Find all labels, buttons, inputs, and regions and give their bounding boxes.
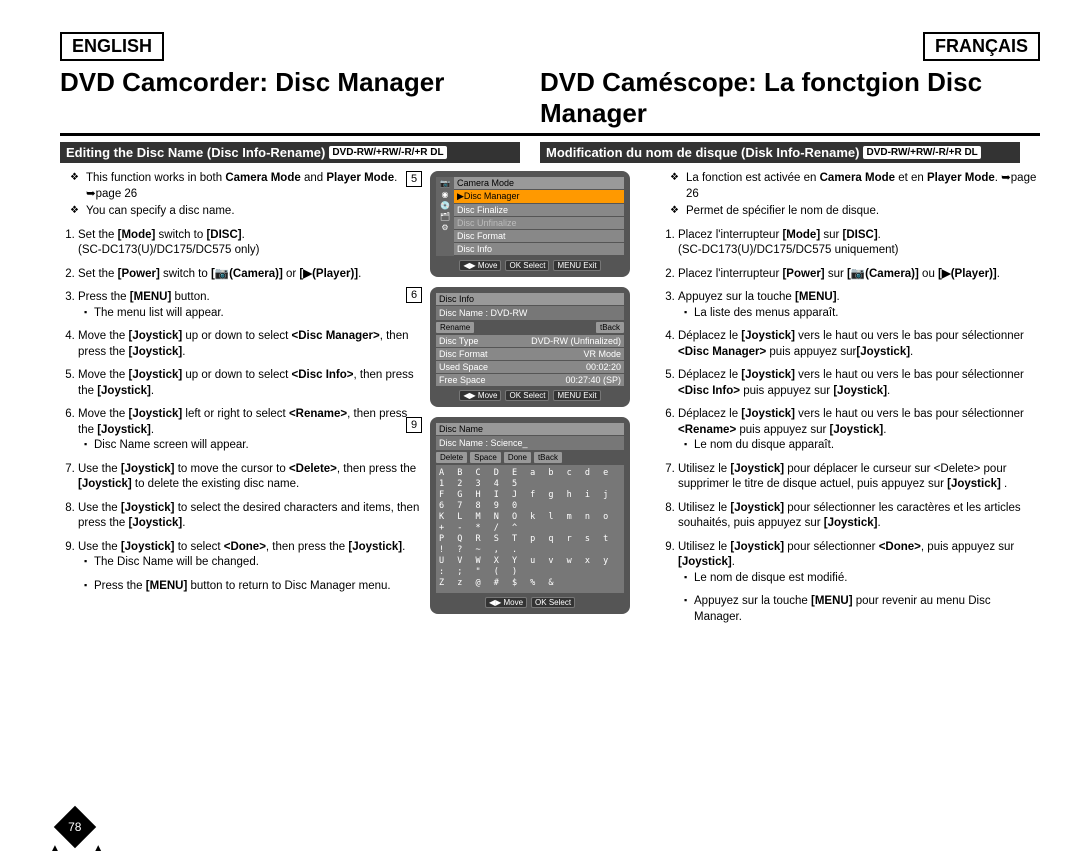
en-step-9b: Press the [MENU] button to return to Dis… (84, 579, 420, 595)
s6-title: Disc Info (436, 293, 624, 305)
fr-step-1: Placez l'interrupteur [Mode] sur [DISC].… (678, 228, 1040, 259)
fr-step-7: Utilisez le [Joystick] pour déplacer le … (678, 462, 1040, 493)
english-column: This function works in both Camera Mode … (60, 171, 420, 633)
crop-marks: ▲ ▲ (50, 843, 103, 854)
en-step-3a: The menu list will appear. (84, 306, 420, 322)
title-french: DVD Caméscope: La fonctgion Disc Manager (540, 67, 1020, 129)
s6-foot-move: ◀▶ Move (459, 390, 501, 401)
fr-step-4: Déplacez le [Joystick] vers le haut ou v… (678, 329, 1040, 360)
french-column: La fonction est activée en Camera Mode e… (660, 171, 1040, 633)
s6-r0k: Disc Type (439, 336, 478, 346)
en-step-1b: (SC-DC173(U)/DC175/DC575 only) (78, 244, 260, 256)
s6-r1k: Disc Format (439, 349, 488, 359)
en-step-9: Use the [Joystick] to select <Done>, the… (78, 540, 420, 595)
s9-foot-move: ◀▶ Move (485, 597, 527, 608)
step-num-6: 6 (406, 287, 422, 303)
s5-foot-exit: MENU Exit (553, 260, 600, 271)
s6-r0v: DVD-RW (Unfinalized) (531, 336, 621, 346)
s9-g2: K L M N O k l m n o + - * / ^ (439, 512, 621, 534)
en-step-3: Press the [MENU] button. The menu list w… (78, 290, 420, 321)
s5-item-3: Disc Format (454, 230, 624, 242)
s6-btn-rename: Rename (436, 322, 474, 333)
page-number-text: 78 (68, 820, 81, 834)
s6-discname: Disc Name : DVD-RW (436, 306, 624, 320)
fr-step-9a: Le nom de disque est modifié. (684, 571, 1040, 587)
disc-badge: DVD-RW/+RW/-R/+R DL (329, 146, 446, 159)
lang-english: ENGLISH (60, 32, 164, 61)
fr-step-3a: La liste des menus apparaît. (684, 306, 1040, 322)
screen-6: 6 Disc Info Disc Name : DVD-RW Rename tB… (430, 287, 650, 407)
en-step-9a: The Disc Name will be changed. (84, 555, 420, 571)
s5-foot-move: ◀▶ Move (459, 260, 501, 271)
fr-step-6: Déplacez le [Joystick] vers le haut ou v… (678, 407, 1040, 454)
s6-r3k: Free Space (439, 375, 486, 385)
subheader-english: Editing the Disc Name (Disc Info-Rename)… (60, 142, 520, 163)
fr-bullet-2: Permet de spécifier le nom de disque. (674, 204, 1040, 220)
s6-r2v: 00:02:20 (586, 362, 621, 372)
s5-item-2: Disc Unfinalize (454, 217, 624, 229)
s9-g0: A B C D E a b c d e 1 2 3 4 5 (439, 468, 621, 490)
en-bullet-1: This function works in both Camera Mode … (74, 171, 420, 202)
fr-step-9: Utilisez le [Joystick] pour sélectionner… (678, 540, 1040, 626)
screen-5: 5 📷◉💿🗂⚙ Camera Mode ▶Disc Manager Disc F… (430, 171, 650, 277)
en-step-1: Set the [Mode] switch to [DISC].(SC-DC17… (78, 228, 420, 259)
en-step-7: Use the [Joystick] to move the cursor to… (78, 462, 420, 493)
fr-step-3: Appuyez sur la touche [MENU]. La liste d… (678, 290, 1040, 321)
s9-g5: Z z @ # $ % & (439, 578, 621, 589)
en-step-5: Move the [Joystick] up or down to select… (78, 368, 420, 399)
s9-btn-space: Space (470, 452, 501, 463)
screen-9: 9 Disc Name Disc Name : Science_ Delete … (430, 417, 650, 614)
s9-btn-back: tBack (534, 452, 562, 463)
en-bullet-2: You can specify a disc name. (74, 204, 420, 220)
s9-btn-done: Done (504, 452, 531, 463)
title-english: DVD Camcorder: Disc Manager (60, 67, 520, 129)
step-num-9: 9 (406, 417, 422, 433)
en-step-8: Use the [Joystick] to select the desired… (78, 501, 420, 532)
language-bar: ENGLISH FRANÇAIS (60, 32, 1040, 61)
en-step-6a: Disc Name screen will appear. (84, 438, 420, 454)
subheader-french: Modification du nom de disque (Disk Info… (540, 142, 1020, 163)
fr-step-8: Utilisez le [Joystick] pour sélectionner… (678, 501, 1040, 532)
s6-r2k: Used Space (439, 362, 488, 372)
s6-btn-back: tBack (596, 322, 624, 333)
subheader-en-text: Editing the Disc Name (Disc Info-Rename) (66, 145, 325, 160)
s6-r3v: 00:27:40 (SP) (565, 375, 621, 385)
s5-item-4: Disc Info (454, 243, 624, 255)
fr-step-2: Placez l'interrupteur [Power] sur [📷(Cam… (678, 267, 1040, 283)
s5-item-0: ▶Disc Manager (454, 190, 624, 203)
s6-r1v: VR Mode (583, 349, 621, 359)
step-num-5: 5 (406, 171, 422, 187)
subheader-fr-text: Modification du nom de disque (Disk Info… (546, 145, 859, 160)
s5-foot-select: OK Select (505, 260, 549, 271)
fr-step-1b: (SC-DC173(U)/DC175/DC575 uniquement) (678, 244, 899, 256)
fr-step-6a: Le nom du disque apparaît. (684, 438, 1040, 454)
disc-badge-fr: DVD-RW/+RW/-R/+R DL (863, 146, 980, 159)
en-step-2: Set the [Power] switch to [📷(Camera)] or… (78, 267, 420, 283)
en-step-4: Move the [Joystick] up or down to select… (78, 329, 420, 360)
s9-foot-select: OK Select (531, 597, 575, 608)
s5-title: Camera Mode (454, 177, 624, 189)
fr-bullet-1: La fonction est activée en Camera Mode e… (674, 171, 1040, 202)
s9-char-grid: A B C D E a b c d e 1 2 3 4 5 F G H I J … (436, 465, 624, 593)
en-step-6: Move the [Joystick] left or right to sel… (78, 407, 420, 454)
lang-francais: FRANÇAIS (923, 32, 1040, 61)
screenshots-column: 5 📷◉💿🗂⚙ Camera Mode ▶Disc Manager Disc F… (430, 171, 650, 633)
fr-step-5: Déplacez le [Joystick] vers le haut ou v… (678, 368, 1040, 399)
s9-g4: U V W X Y u v w x y : ; " ( ) (439, 556, 621, 578)
s9-btn-delete: Delete (436, 452, 467, 463)
s9-discname: Disc Name : Science_ (436, 436, 624, 450)
s9-g3: P Q R S T p q r s t ! ? ~ , . (439, 534, 621, 556)
page-number: 78 (60, 812, 90, 842)
s9-title: Disc Name (436, 423, 624, 435)
s5-item-1: Disc Finalize (454, 204, 624, 216)
fr-step-9b: Appuyez sur la touche [MENU] pour reveni… (684, 594, 1040, 625)
s9-g1: F G H I J f g h i j 6 7 8 9 0 (439, 490, 621, 512)
s6-foot-select: OK Select (505, 390, 549, 401)
s6-foot-exit: MENU Exit (553, 390, 600, 401)
